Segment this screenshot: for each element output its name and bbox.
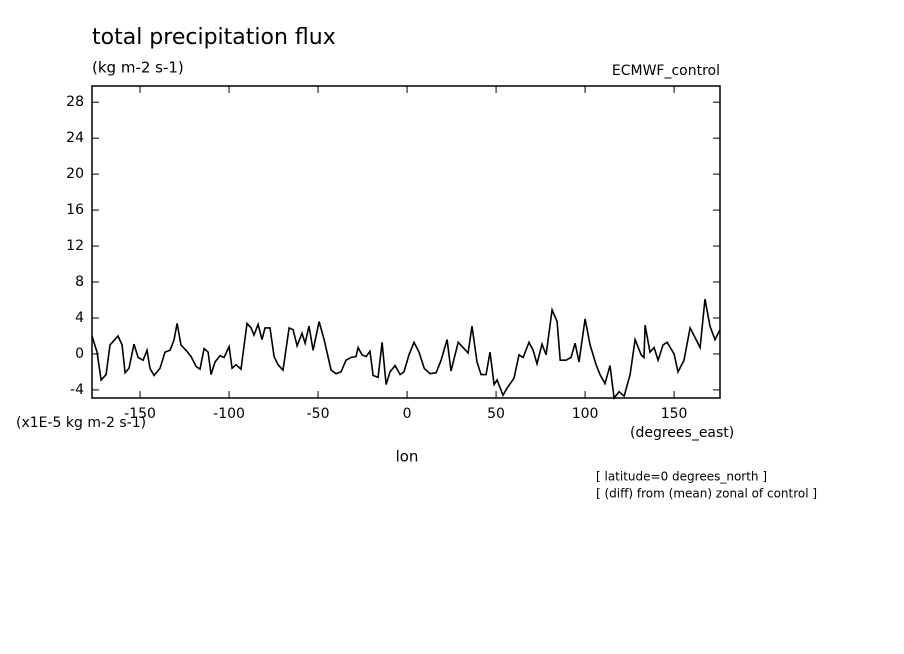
- x-tick-label: -150: [124, 406, 156, 422]
- data-line: [91, 298, 721, 400]
- y-tick-label: 24: [66, 130, 84, 146]
- x-tick-label: 50: [487, 406, 505, 422]
- note: [ (diff) from (mean) zonal of control ]: [596, 487, 817, 501]
- note: [ latitude=0 degrees_north ]: [596, 470, 767, 484]
- y-tick-label: -4: [70, 382, 84, 398]
- x-tick-label: 0: [403, 406, 412, 422]
- chart-subtitle: (kg m-2 s-1): [92, 59, 184, 77]
- x-tick-label: -50: [307, 406, 330, 422]
- y-units: (x1E-5 kg m-2 s-1): [16, 415, 146, 431]
- x-axis-label: lon: [396, 448, 419, 466]
- y-tick-label: 4: [75, 310, 84, 326]
- x-units: (degrees_east): [630, 425, 734, 441]
- x-tick-label: 150: [661, 406, 688, 422]
- y-tick-label: 12: [66, 238, 84, 254]
- x-tick-label: 100: [572, 406, 599, 422]
- chart-title: total precipitation flux: [92, 25, 336, 50]
- y-tick-label: 20: [66, 166, 84, 182]
- y-tick-label: 8: [75, 274, 84, 290]
- dataset-label: ECMWF_control: [612, 63, 720, 79]
- plot-frame: [91, 85, 721, 399]
- y-tick-label: 28: [66, 94, 84, 110]
- y-tick-label: 0: [75, 346, 84, 362]
- x-tick-label: -100: [213, 406, 245, 422]
- y-tick-label: 16: [66, 202, 84, 218]
